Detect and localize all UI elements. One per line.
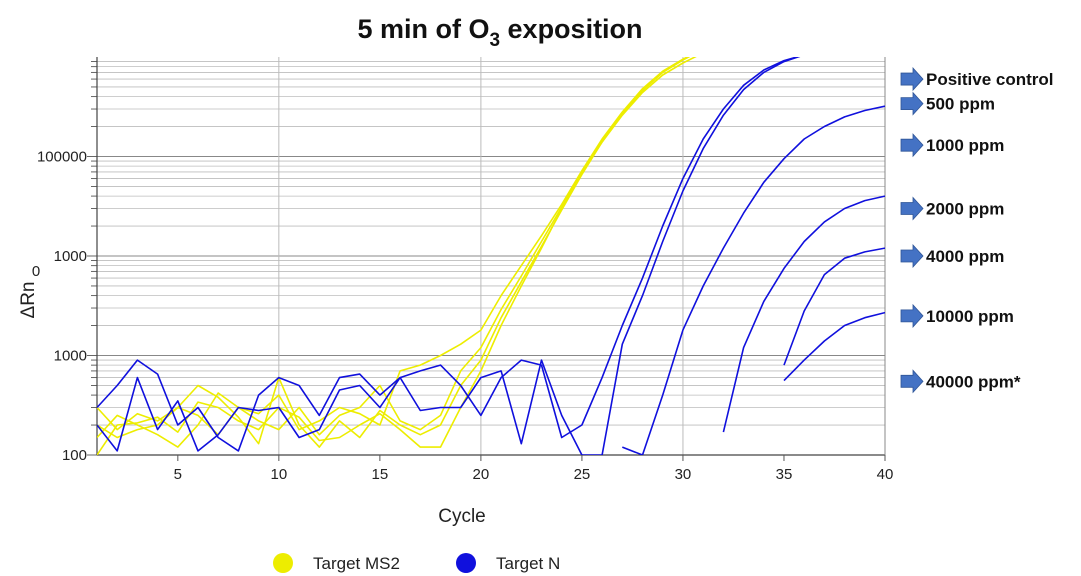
y-tick-label: 100000 <box>37 149 87 166</box>
annotation-5: 10000 ppm <box>900 303 1014 328</box>
title-rest: exposition <box>500 14 643 44</box>
target-n-line-4 <box>97 57 800 452</box>
target-n-line-5 <box>97 57 801 455</box>
title-main: 5 min of O <box>357 14 489 44</box>
arrow-right-icon <box>900 369 924 394</box>
annotation-label: 2000 ppm <box>926 200 1004 219</box>
annotations: Positive control 500 ppm 1000 ppm 2000 ppm 4… <box>900 67 1054 394</box>
annotation-4: 4000 ppm <box>900 243 1004 269</box>
target-ms2-line-0 <box>97 57 697 455</box>
arrow-right-icon <box>900 303 924 328</box>
x-axis-label: Cycle <box>438 506 486 527</box>
x-tick-label: 5 <box>174 466 182 483</box>
y-axis-label-group: ΔRn <box>18 282 39 319</box>
annotation-label: Positive control <box>926 70 1054 89</box>
annotation-6: 40000 ppm* <box>900 369 1021 394</box>
x-tick-label: 35 <box>776 466 793 483</box>
annotation-label: 10000 ppm <box>926 307 1014 326</box>
annotation-3: 2000 ppm <box>900 196 1004 221</box>
target-ms2-line-1 <box>97 57 691 448</box>
y-axis-label: ΔRn <box>18 282 39 319</box>
tick-labels: 5 10 15 20 25 30 35 40 100 1000 1000 100000 <box>37 149 893 484</box>
series-lines <box>97 57 885 455</box>
target-ms2-line-2 <box>97 57 690 448</box>
y-tick-label: 1000 <box>54 348 87 365</box>
legend-swatch <box>456 553 476 573</box>
legend-entry-1: Target N <box>456 553 560 573</box>
legend-entry-0: Target MS2 <box>273 553 400 573</box>
target-n-line-7 <box>722 195 885 433</box>
legend: Target MS2 Target N <box>273 553 560 573</box>
grid <box>97 57 885 456</box>
x-tick-label: 30 <box>675 466 692 483</box>
x-tick-label: 25 <box>574 466 591 483</box>
y-tick-label: 1000 <box>54 248 87 265</box>
annotation-0: Positive control <box>900 67 1054 92</box>
x-tick-label: 15 <box>372 466 389 483</box>
target-n-line-8 <box>783 247 885 366</box>
title-subscript: 3 <box>489 30 500 51</box>
arrow-right-icon <box>900 133 924 158</box>
annotation-label: 4000 ppm <box>926 247 1004 266</box>
arrow-right-icon <box>900 67 924 92</box>
x-tick-label: 20 <box>473 466 490 483</box>
axes <box>87 57 886 461</box>
svg-text:5 min of O3 exposition: 5 min of O3 exposition <box>357 14 642 51</box>
chart-title: 5 min of O3 exposition <box>357 14 642 51</box>
x-tick-label: 40 <box>877 466 894 483</box>
arrow-right-icon <box>900 91 924 116</box>
legend-label: Target MS2 <box>313 554 400 573</box>
y-tick-label: 100 <box>62 447 87 464</box>
annotation-label: 500 ppm <box>926 95 995 114</box>
annotation-label: 40000 ppm* <box>926 372 1021 391</box>
legend-swatch <box>273 553 293 573</box>
arrow-right-icon <box>900 243 924 269</box>
annotation-label: 1000 ppm <box>926 136 1004 155</box>
annotation-1: 500 ppm <box>900 91 995 116</box>
annotation-2: 1000 ppm <box>900 133 1004 158</box>
y-axis-label-extra: 0 <box>32 263 40 280</box>
target-ms2-line-3 <box>97 57 690 436</box>
legend-label: Target N <box>496 554 560 573</box>
arrow-right-icon <box>900 196 924 221</box>
target-n-line-6 <box>622 105 885 455</box>
target-n-line-9 <box>783 311 885 382</box>
x-tick-label: 10 <box>271 466 288 483</box>
